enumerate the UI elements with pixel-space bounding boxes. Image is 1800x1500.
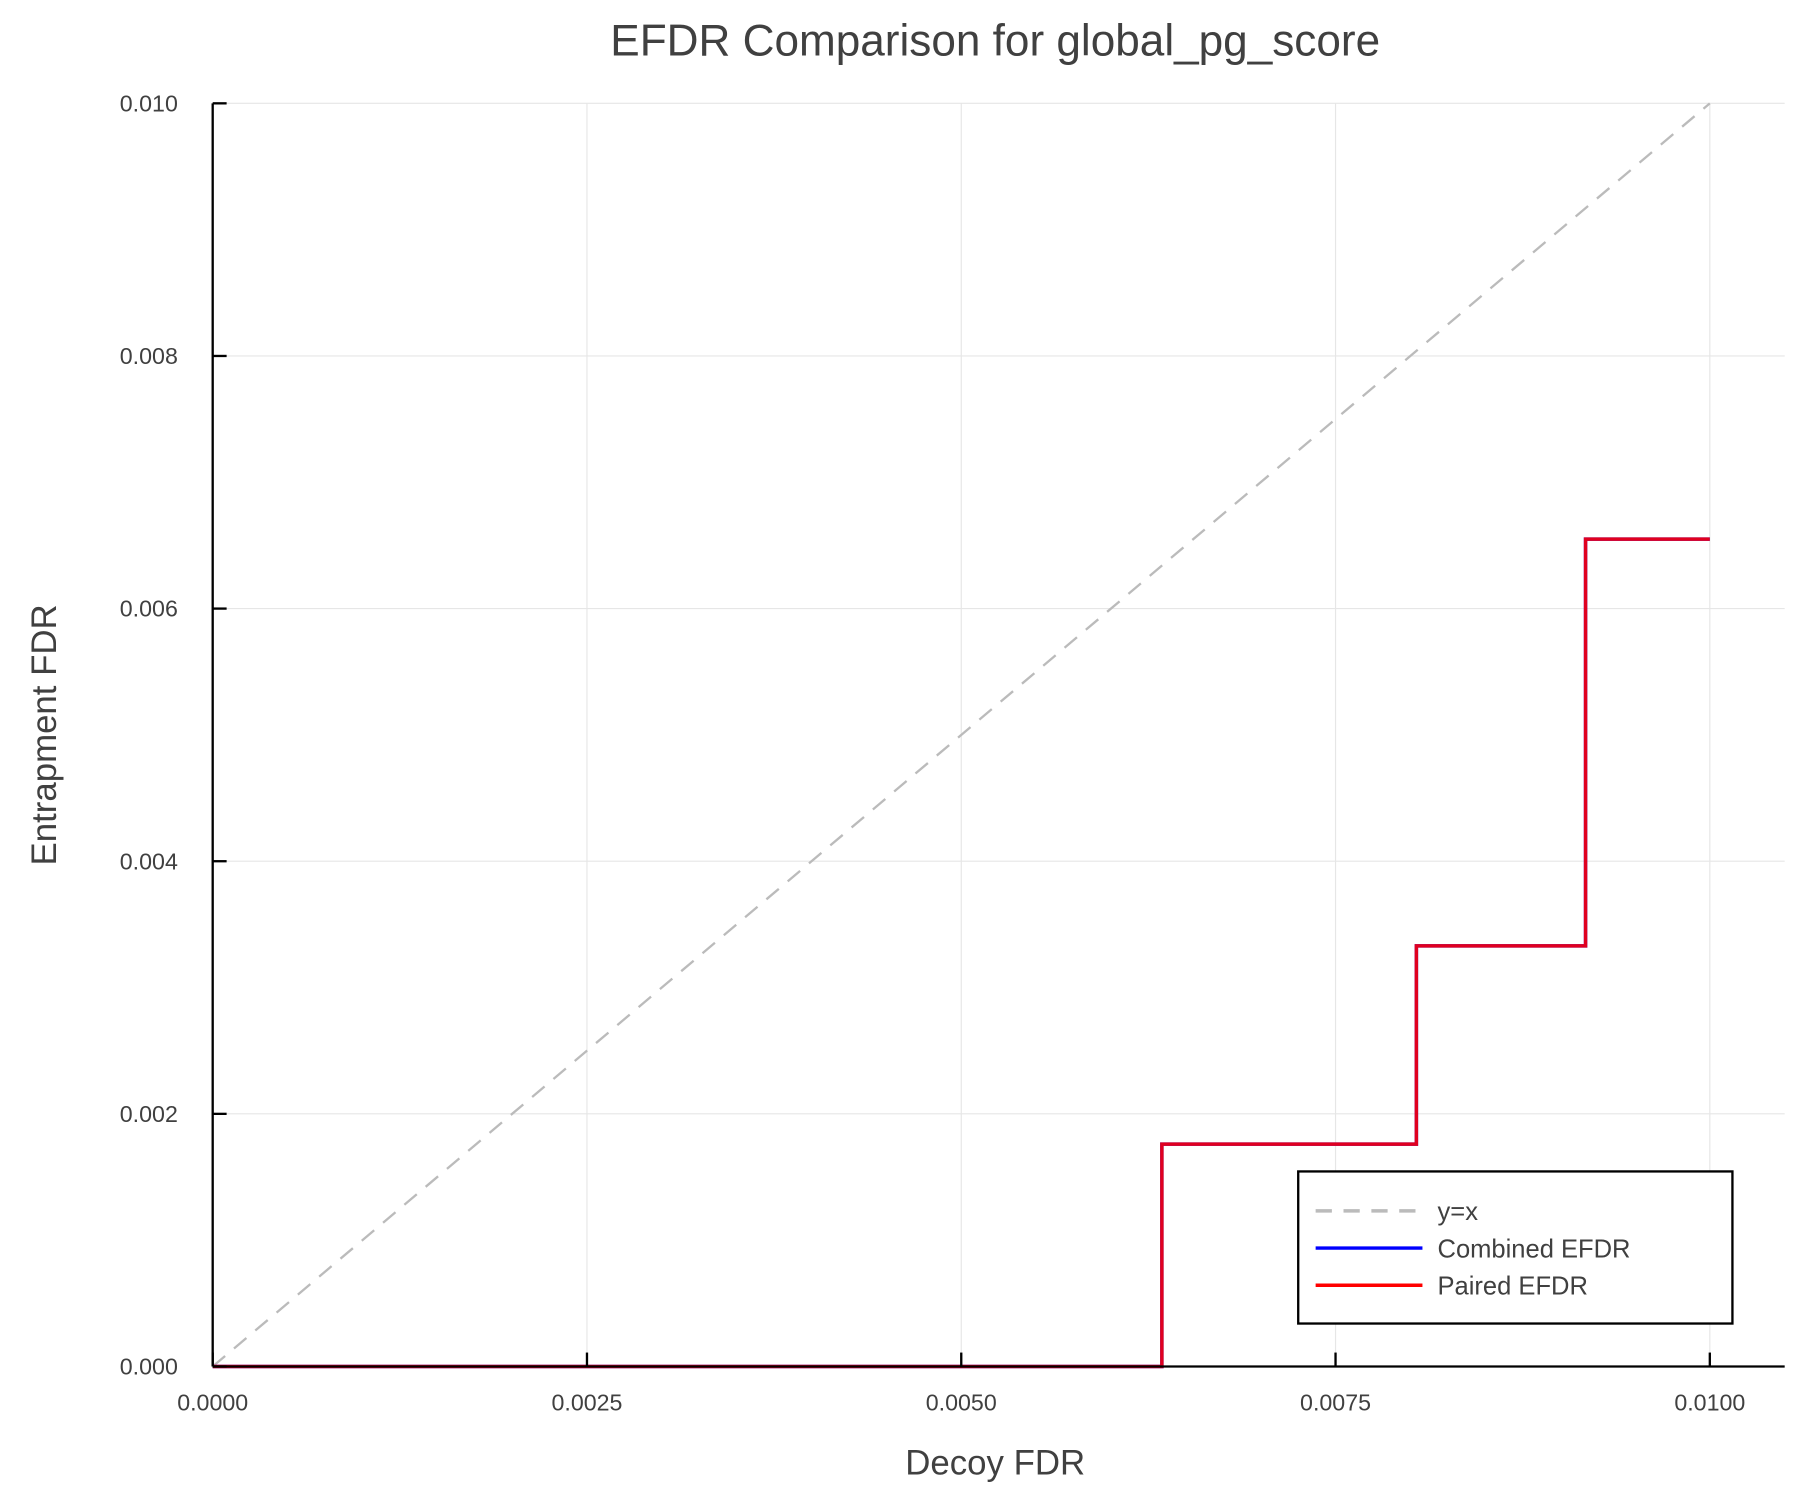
y-tick-label: 0.010	[120, 90, 178, 116]
y-tick-label: 0.006	[120, 596, 178, 622]
y-tick-label: 0.002	[120, 1101, 178, 1127]
series-layer	[211, 102, 1711, 1369]
chart-title: EFDR Comparison for global_pg_score	[610, 17, 1380, 66]
x-tick-label: 0.0075	[1300, 1390, 1371, 1416]
x-tick-label: 0.0100	[1674, 1390, 1745, 1416]
x-tick-label: 0.0000	[177, 1390, 248, 1416]
y-axis-label: Entrapment FDR	[25, 604, 64, 865]
legend-label: y=x	[1438, 1198, 1479, 1226]
y-tick-label: 0.000	[120, 1354, 178, 1380]
y-tick-label: 0.008	[120, 343, 178, 369]
series-y-x	[211, 102, 1711, 1368]
ticks: 0.0000 0.0025 0.0050 0.0075 0.0100 0.000 0.002…	[120, 90, 1746, 1415]
series-paired-efdr	[212, 537, 1710, 1369]
x-tick-label: 0.0025	[551, 1390, 622, 1416]
x-tick-label: 0.0050	[926, 1390, 997, 1416]
legend-label: Paired EFDR	[1438, 1273, 1588, 1301]
legend: y=x Combined EFDR Paired EFDR	[1297, 1170, 1734, 1325]
y-tick-label: 0.004	[120, 848, 178, 874]
legend-label: Combined EFDR	[1438, 1235, 1631, 1263]
x-axis-label: Decoy FDR	[905, 1443, 1085, 1482]
